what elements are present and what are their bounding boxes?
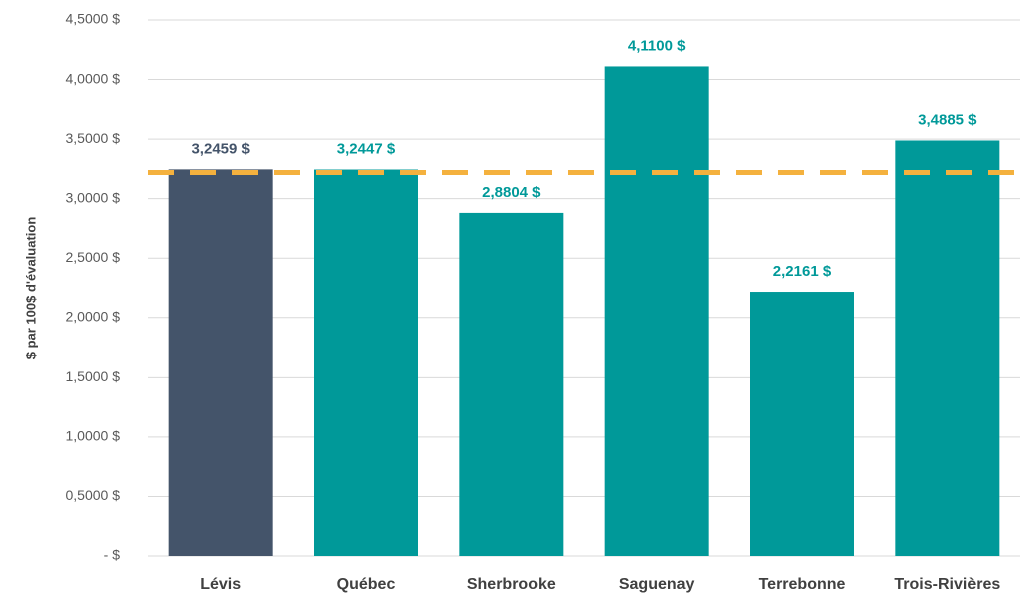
x-tick-label: Saguenay bbox=[619, 576, 695, 593]
y-tick-label: - $ bbox=[104, 547, 121, 563]
y-tick-label: 4,5000 $ bbox=[66, 11, 121, 27]
bar bbox=[604, 66, 709, 556]
x-tick-label: Sherbrooke bbox=[467, 576, 556, 593]
x-tick-label: Québec bbox=[337, 576, 396, 593]
y-tick-label: 4,0000 $ bbox=[66, 70, 121, 86]
value-label: 3,2447 $ bbox=[337, 140, 396, 157]
bar bbox=[314, 169, 418, 556]
y-tick-label: 1,5000 $ bbox=[66, 368, 121, 384]
y-tick-label: 0,5000 $ bbox=[66, 487, 121, 503]
value-label: 2,2161 $ bbox=[773, 263, 832, 280]
y-axis-label: $ par 100$ d'évaluation bbox=[23, 217, 38, 360]
y-tick-label: 3,0000 $ bbox=[66, 189, 121, 205]
value-label: 3,2459 $ bbox=[191, 140, 250, 157]
y-tick-label: 1,0000 $ bbox=[66, 428, 121, 444]
value-label: 4,1100 $ bbox=[628, 37, 686, 54]
bar bbox=[750, 292, 854, 556]
value-label: 3,4885 $ bbox=[918, 111, 977, 128]
bar bbox=[895, 140, 1000, 556]
y-tick-label: 2,5000 $ bbox=[66, 249, 121, 265]
bar bbox=[459, 212, 564, 556]
y-tick-label: 2,0000 $ bbox=[66, 308, 121, 324]
y-tick-label: 3,5000 $ bbox=[66, 130, 121, 146]
x-tick-label: Trois-Rivières bbox=[894, 576, 1000, 593]
x-tick-label: Lévis bbox=[200, 576, 241, 593]
x-tick-label: Terrebonne bbox=[759, 576, 846, 593]
value-label: 2,8804 $ bbox=[482, 184, 541, 201]
bar bbox=[168, 169, 273, 556]
